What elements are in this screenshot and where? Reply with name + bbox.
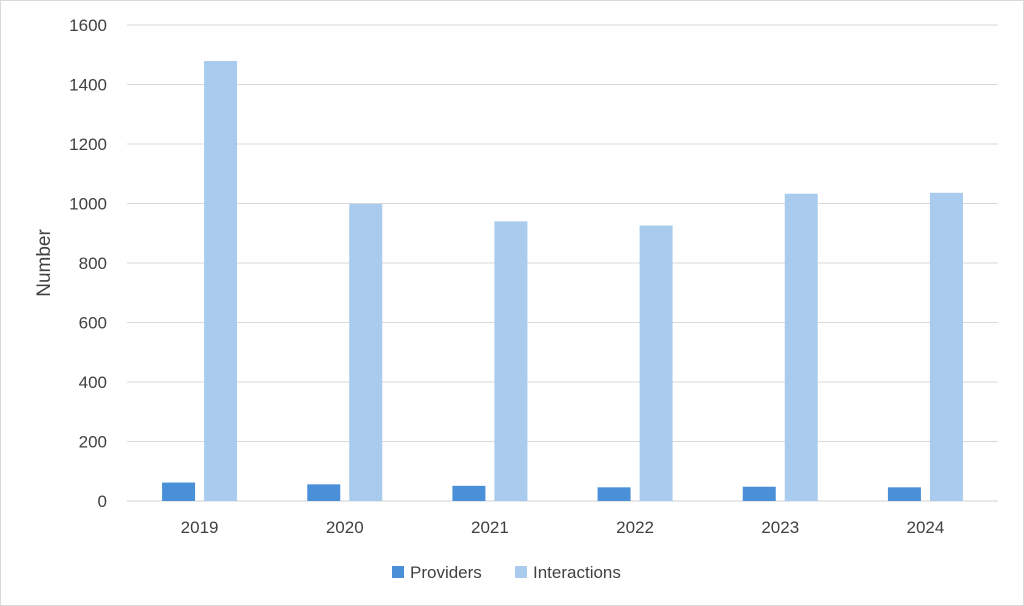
y-axis-title: Number (34, 229, 55, 297)
legend-swatch-interactions (515, 566, 527, 578)
x-tick-label: 2024 (907, 518, 945, 537)
bar-interactions-2021 (494, 221, 528, 501)
y-axis-ticks: 0 200 400 600 800 1000 1200 1400 1600 (69, 16, 107, 511)
legend-label-interactions: Interactions (533, 563, 621, 582)
bar-providers-2024 (887, 487, 921, 501)
bar-providers-2022 (597, 487, 631, 501)
y-tick-label: 800 (79, 254, 107, 273)
bars (162, 60, 963, 502)
bar-interactions-2023 (784, 193, 818, 501)
bar-interactions-2024 (929, 192, 963, 502)
y-tick-label: 400 (79, 373, 107, 392)
bar-interactions-2019 (204, 60, 238, 502)
y-tick-label: 1000 (69, 195, 107, 214)
x-tick-label: 2022 (616, 518, 654, 537)
y-tick-label: 1400 (69, 76, 107, 95)
x-tick-label: 2020 (326, 518, 364, 537)
gridlines (127, 24, 998, 502)
x-axis-ticks: 2019 2020 2021 2022 2023 2024 (181, 518, 945, 537)
y-tick-label: 200 (79, 433, 107, 452)
bar-providers-2019 (162, 482, 196, 501)
bar-providers-2023 (742, 486, 776, 501)
bar-interactions-2020 (349, 203, 383, 502)
bar-providers-2021 (452, 485, 486, 501)
legend: Providers Interactions (392, 563, 621, 582)
y-tick-label: 600 (79, 314, 107, 333)
x-tick-label: 2019 (181, 518, 219, 537)
y-tick-label: 0 (98, 492, 107, 511)
legend-label-providers: Providers (410, 563, 482, 582)
x-tick-label: 2021 (471, 518, 509, 537)
x-tick-label: 2023 (761, 518, 799, 537)
y-tick-label: 1200 (69, 135, 107, 154)
bar-providers-2020 (307, 484, 341, 501)
legend-swatch-providers (392, 566, 404, 578)
y-tick-label: 1600 (69, 16, 107, 35)
bar-interactions-2022 (639, 225, 673, 501)
